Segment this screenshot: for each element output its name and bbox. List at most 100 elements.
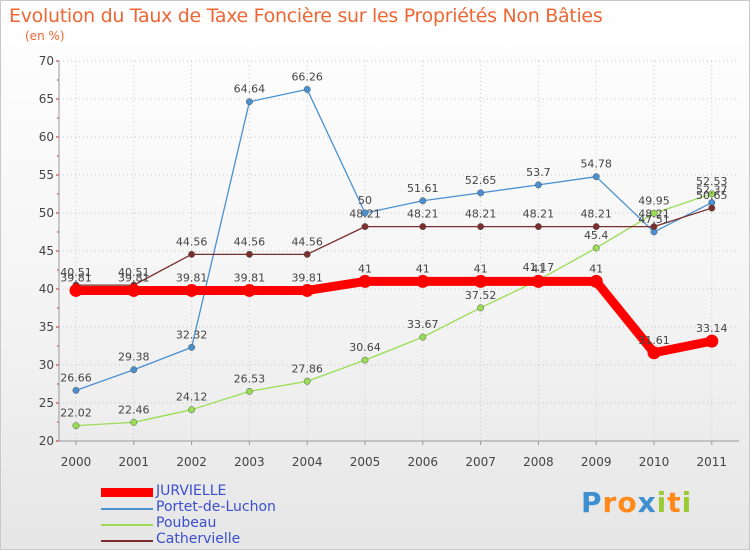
data-label: 33.14 <box>696 322 728 335</box>
data-label: 41 <box>474 262 488 275</box>
data-label: 45.4 <box>584 229 609 242</box>
data-label: 47.51 <box>638 213 670 226</box>
data-label: 41.17 <box>523 261 555 274</box>
data-point <box>534 223 542 231</box>
x-tick-label: 2002 <box>176 455 207 469</box>
data-point <box>477 189 485 197</box>
y-tick-label: 25 <box>39 396 54 410</box>
data-point <box>303 377 311 385</box>
logo-letter: x <box>637 486 657 519</box>
data-label: 48.21 <box>523 208 555 221</box>
data-point <box>705 334 719 348</box>
data-label: 54.78 <box>580 158 612 171</box>
data-label: 50 <box>358 194 372 207</box>
x-tick-label: 2009 <box>581 455 612 469</box>
y-tick-label: 20 <box>39 434 54 448</box>
data-label: 44.56 <box>234 235 266 248</box>
series-line-cathervielle <box>75 207 713 286</box>
logo-letter: r <box>602 486 618 519</box>
data-point <box>245 98 253 106</box>
data-point <box>188 343 196 351</box>
data-label: 30.64 <box>349 341 381 354</box>
y-tick-label: 55 <box>39 168 54 182</box>
y-tick-label: 65 <box>39 92 54 106</box>
data-label: 39.81 <box>234 271 266 284</box>
data-label: 26.66 <box>60 371 92 384</box>
data-point <box>72 386 80 394</box>
data-label: 41 <box>589 262 603 275</box>
data-label: 22.46 <box>118 403 150 416</box>
data-label: 41 <box>358 262 372 275</box>
data-point <box>592 223 600 231</box>
data-label: 48.21 <box>407 208 439 221</box>
data-point <box>245 250 253 258</box>
data-label: 32.32 <box>176 328 208 341</box>
y-axis-unit-label: (en %) <box>25 29 65 43</box>
y-tick-label: 30 <box>39 358 54 372</box>
data-label: 51.61 <box>407 182 439 195</box>
data-point <box>130 418 138 426</box>
logo-letter: P <box>581 486 603 519</box>
data-label: 39.81 <box>176 271 208 284</box>
data-point <box>419 223 427 231</box>
proxiti-logo: Proxiti <box>581 486 692 519</box>
data-label: 50.65 <box>696 189 728 202</box>
series-line-jurvielle <box>71 276 717 358</box>
data-label: 29.38 <box>118 351 150 364</box>
data-label: 44.56 <box>176 235 208 248</box>
logo-letter: i <box>656 486 668 519</box>
data-point <box>419 333 427 341</box>
data-point <box>477 223 485 231</box>
axes: 20 25 30 35 40 45 50 55 60 65 70 2000 2001 2002 2003 20… <box>39 54 739 469</box>
x-tick-label: 2001 <box>119 455 150 469</box>
data-label: 41 <box>531 262 545 275</box>
data-label: 48.21 <box>465 208 497 221</box>
data-label: 39.81 <box>291 271 323 284</box>
logo-letter: o <box>617 486 638 519</box>
data-point <box>242 283 256 297</box>
chart-title: Evolution du Taux de Taxe Foncière sur l… <box>9 5 603 27</box>
legend-swatch <box>101 488 153 497</box>
data-point <box>69 283 83 297</box>
legend-label: JURVIELLE <box>156 483 227 499</box>
data-point <box>188 406 196 414</box>
logo-letter: t <box>667 486 682 519</box>
data-labels: 39.81 39.81 39.81 39.81 39.81 41 41 41 41 41 31.61… <box>60 70 727 419</box>
data-point <box>361 356 369 364</box>
data-point <box>72 422 80 430</box>
data-point <box>300 283 314 297</box>
y-tick-label: 50 <box>39 206 54 220</box>
y-tick-label: 70 <box>39 54 54 68</box>
legend-label: Cathervielle <box>156 531 241 547</box>
data-label: 49.95 <box>638 194 670 207</box>
data-point <box>419 197 427 205</box>
data-label: 39.81 <box>60 271 92 284</box>
data-label: 26.53 <box>234 372 266 385</box>
series-group <box>69 85 719 430</box>
logo-letter: i <box>681 486 693 519</box>
data-label: 41 <box>416 262 430 275</box>
data-point <box>130 366 138 374</box>
data-point <box>534 181 542 189</box>
data-label: 27.86 <box>291 362 323 375</box>
data-point <box>589 274 603 288</box>
data-label: 40.51 <box>60 266 92 279</box>
data-point <box>650 209 658 217</box>
data-point <box>708 190 716 198</box>
data-label: 40.51 <box>118 266 150 279</box>
data-label: 37.52 <box>465 289 497 302</box>
x-tick-label: 2011 <box>697 455 728 469</box>
data-point <box>361 209 369 217</box>
data-label: 52.65 <box>465 174 497 187</box>
data-label: 53.7 <box>526 166 551 179</box>
data-label: 33.67 <box>407 318 439 331</box>
data-label: 64.64 <box>234 83 266 96</box>
data-point <box>592 173 600 181</box>
data-label: 52.53 <box>696 175 728 188</box>
x-tick-label: 2004 <box>292 455 323 469</box>
x-tick-label: 2003 <box>234 455 265 469</box>
data-label: 44.56 <box>291 235 323 248</box>
x-tick-label: 2006 <box>408 455 439 469</box>
y-tick-label: 40 <box>39 282 54 296</box>
